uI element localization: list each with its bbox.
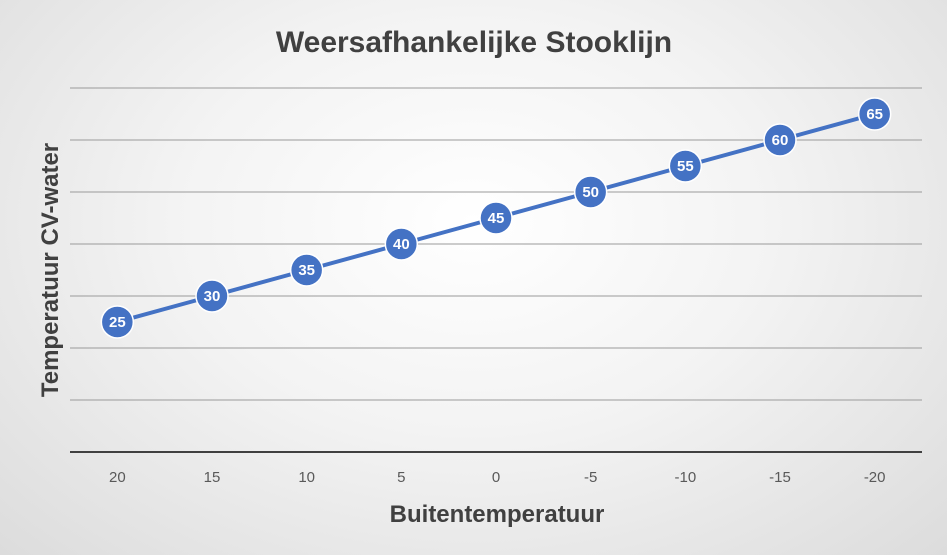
x-tick-label: 5 [397, 469, 405, 486]
x-tick-label: 15 [204, 469, 221, 486]
data-point [763, 123, 797, 157]
x-tick-label: 0 [492, 469, 500, 486]
series: 25 30 35 40 45 50 55 60 65 [100, 97, 892, 339]
x-axis-title: Buitentemperatuur [390, 501, 605, 528]
data-point [289, 253, 324, 287]
data-point [100, 305, 135, 339]
data-label: 55 [677, 158, 694, 175]
y-axis-title: Temperatuur CV-water [37, 143, 64, 397]
data-label: 60 [772, 132, 789, 149]
data-label: 35 [298, 262, 315, 279]
chart-title: Weersafhankelijke Stooklijn [276, 26, 672, 59]
data-point [857, 97, 892, 131]
x-tick-label: -10 [674, 469, 696, 486]
data-label: 25 [109, 314, 126, 331]
x-tick-label: 10 [298, 469, 315, 486]
x-tick-label: -5 [584, 469, 597, 486]
data-label: 65 [866, 106, 883, 123]
data-point [384, 227, 419, 261]
data-point [668, 149, 703, 183]
data-label: 30 [204, 288, 221, 305]
data-point [479, 201, 513, 235]
data-point [195, 279, 229, 313]
data-label: 40 [393, 236, 410, 253]
x-tick-label: -15 [769, 469, 791, 486]
x-tick-label: 20 [109, 469, 126, 486]
data-point [573, 175, 608, 209]
x-axis-tick-labels: 20 15 10 5 0 -5 -10 -15 -20 [109, 469, 886, 486]
data-label: 45 [488, 210, 505, 227]
data-label: 50 [582, 184, 599, 201]
x-tick-label: -20 [864, 469, 886, 486]
